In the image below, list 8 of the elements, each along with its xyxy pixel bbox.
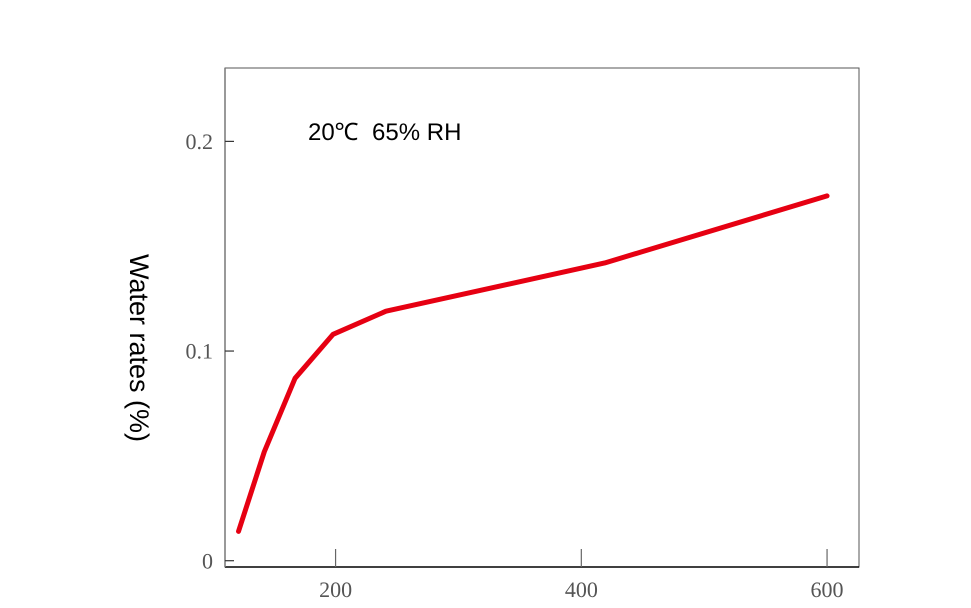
x-tick-label: 400 bbox=[564, 577, 598, 602]
y-tick-label: 0.1 bbox=[186, 338, 213, 364]
y-axis-title: Water rates (%) bbox=[124, 254, 154, 442]
y-tick-label: 0.2 bbox=[186, 129, 213, 154]
x-tick-label: 200 bbox=[319, 577, 352, 602]
x-tick-label: 600 bbox=[810, 577, 844, 602]
y-tick-label: 0 bbox=[202, 548, 213, 574]
annotation: 20℃ 65% RH bbox=[308, 119, 462, 146]
